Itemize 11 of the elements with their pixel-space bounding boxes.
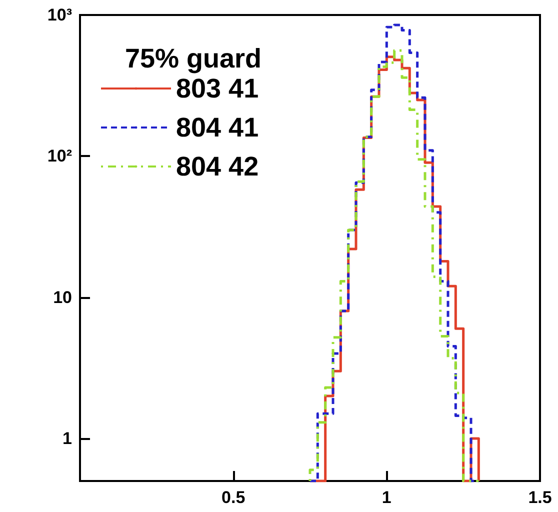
- legend-label: 803 41: [176, 74, 259, 104]
- legend-title: 75% guard: [125, 44, 262, 74]
- y-tick-label: 10²: [47, 146, 72, 166]
- x-tick-label: 1: [382, 488, 392, 507]
- legend-label: 804 41: [176, 112, 259, 142]
- y-tick-label: 10³: [47, 6, 72, 24]
- y-tick-label: 10: [53, 288, 72, 307]
- legend-label: 804 42: [176, 152, 259, 182]
- x-tick-label: 1.5: [528, 488, 552, 507]
- y-tick-label: 1: [62, 429, 72, 448]
- x-tick-label: 0.5: [222, 488, 246, 507]
